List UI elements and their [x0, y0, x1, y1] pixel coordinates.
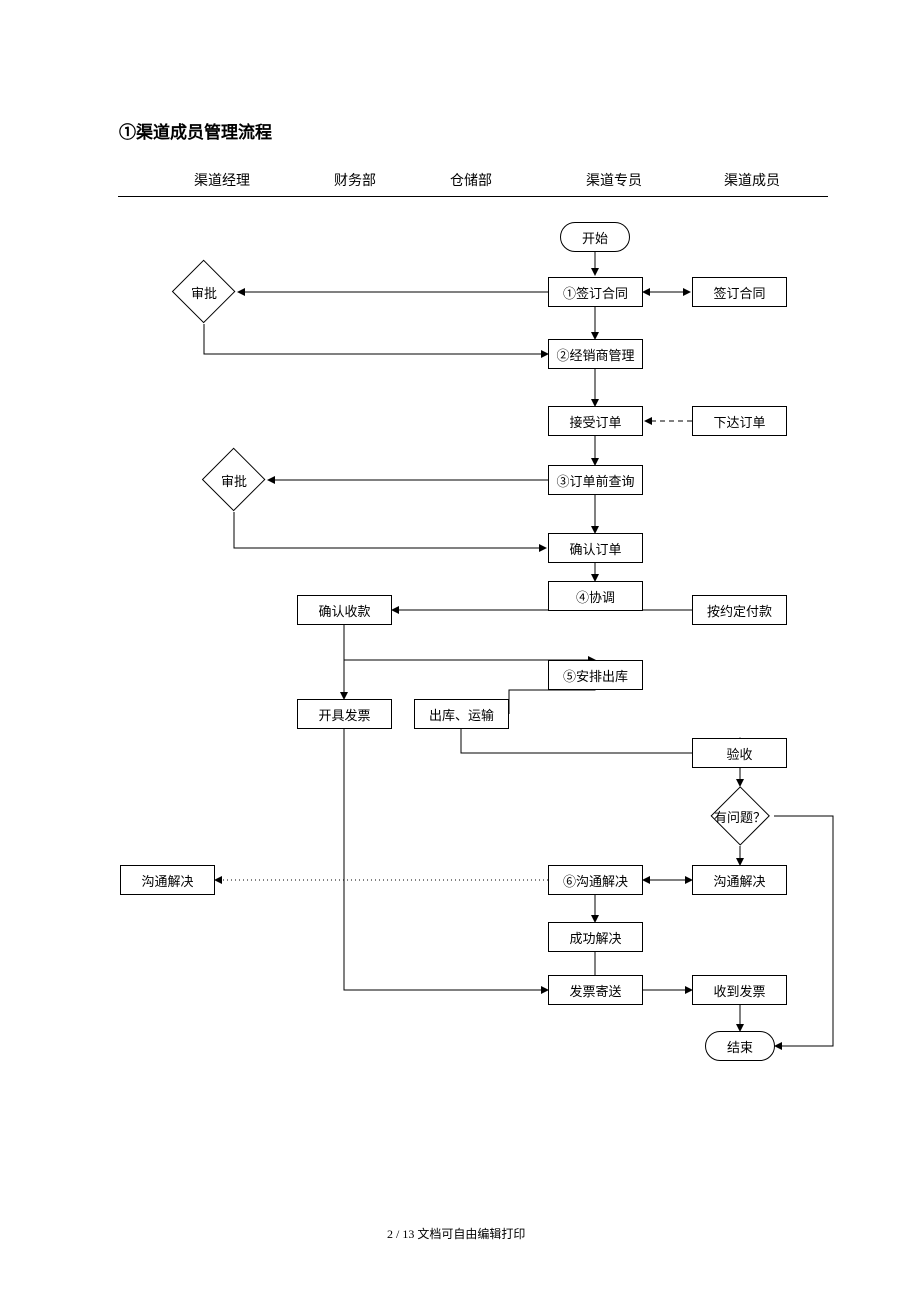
node-start: 开始 — [560, 222, 630, 252]
node-confirm-recv: 确认收款 — [297, 595, 392, 625]
node-inspect: 验收 — [692, 738, 787, 768]
node-comm-mgr: 沟通解决 — [120, 865, 215, 895]
flowchart-page: ①渠道成员管理流程 2 / 13 文档可自由编辑打印 渠道经理财务部仓储部渠道专… — [0, 0, 920, 1302]
edge-9 — [234, 512, 546, 548]
lane-header-lane-finance: 财务部 — [334, 170, 376, 190]
lane-header-lane-specialist: 渠道专员 — [586, 170, 642, 190]
node-comm-spec: ⑥沟通解决 — [548, 865, 643, 895]
node-sign-contract: ①签订合同 — [548, 277, 643, 307]
node-approve1: 审批 — [172, 260, 236, 324]
lane-header-lane-member: 渠道成员 — [724, 170, 780, 190]
page-footer: 2 / 13 文档可自由编辑打印 — [387, 1225, 525, 1242]
node-confirm-order: 确认订单 — [548, 533, 643, 563]
node-coordinate: ④协调 — [548, 581, 643, 611]
node-accept-order: 接受订单 — [548, 406, 643, 436]
node-send-invoice: 发票寄送 — [548, 975, 643, 1005]
node-end: 结束 — [705, 1031, 775, 1061]
edge-layer — [0, 0, 920, 1302]
node-out-ship: 出库、运输 — [414, 699, 509, 729]
node-comm-member: 沟通解决 — [692, 865, 787, 895]
node-pre-query: ③订单前查询 — [548, 465, 643, 495]
node-solved: 成功解决 — [548, 922, 643, 952]
edge-13 — [344, 625, 595, 660]
node-problem: 有问题？ — [706, 786, 774, 846]
edge-26 — [774, 816, 833, 1046]
node-place-order: 下达订单 — [692, 406, 787, 436]
node-pay: 按约定付款 — [692, 595, 787, 625]
node-recv-invoice: 收到发票 — [692, 975, 787, 1005]
node-arrange-out: ⑤安排出库 — [548, 660, 643, 690]
edge-23 — [344, 729, 548, 990]
node-dealer-mgmt: ②经销商管理 — [548, 339, 643, 369]
lane-header-lane-manager: 渠道经理 — [194, 170, 250, 190]
node-sign-member: 签订合同 — [692, 277, 787, 307]
lane-header-lane-warehouse: 仓储部 — [450, 170, 492, 190]
node-approve2: 审批 — [202, 448, 266, 512]
node-invoice: 开具发票 — [297, 699, 392, 729]
edge-3 — [204, 324, 548, 354]
